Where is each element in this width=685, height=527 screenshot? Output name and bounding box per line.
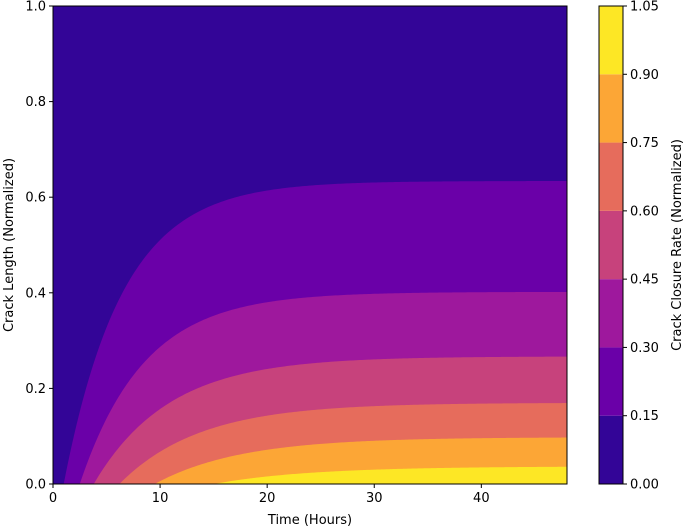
x-tick-label: 10 (152, 491, 169, 506)
y-tick-label: 0.2 (25, 382, 46, 397)
colorbar-tick-label: 0.30 (630, 341, 659, 356)
colorbar-segment (599, 279, 623, 348)
y-axis: 0.0 0.2 0.4 0.6 0.8 1.0 (25, 0, 53, 493)
y-tick-label: 0.8 (25, 95, 46, 110)
y-tick-label: 1.0 (25, 0, 46, 15)
colorbar-segment (599, 210, 623, 280)
x-tick-label: 20 (259, 491, 276, 506)
x-tick-label: 40 (473, 491, 490, 506)
colorbar: 0.00 0.15 0.30 0.45 0.60 0.75 0.90 1.05 (598, 0, 659, 493)
colorbar-tick-label: 0.75 (630, 136, 659, 151)
y-tick-label: 0.0 (25, 478, 46, 493)
colorbar-tick-label: 1.05 (630, 0, 659, 15)
colorbar-segment (599, 6, 623, 75)
colorbar-label: Crack Closure Rate (Normalized) (670, 139, 685, 351)
x-tick-label: 0 (49, 491, 57, 506)
plot-frame (52, 5, 568, 485)
contour-band-6 (213, 466, 567, 484)
colorbar-tick-label: 0.90 (630, 68, 659, 83)
y-axis-label: Crack Length (Normalized) (2, 158, 17, 332)
plot-area (52, 5, 568, 485)
y-tick-label: 0.6 (25, 191, 46, 206)
x-axis-label: Time (Hours) (267, 513, 352, 527)
colorbar-tick-label: 0.15 (630, 409, 659, 424)
colorbar-segment (599, 74, 623, 143)
colorbar-tick-label: 0.60 (630, 204, 659, 219)
colorbar-segment (599, 415, 623, 484)
colorbar-segment (599, 142, 623, 211)
colorbar-tick-label: 0.00 (630, 478, 659, 493)
colorbar-frame (598, 5, 624, 485)
colorbar-tick-label: 0.45 (630, 273, 659, 288)
y-tick-label: 0.4 (25, 286, 46, 301)
colorbar-segment (599, 347, 623, 416)
x-axis: 0 10 20 30 40 (49, 484, 490, 506)
x-tick-label: 30 (366, 491, 383, 506)
